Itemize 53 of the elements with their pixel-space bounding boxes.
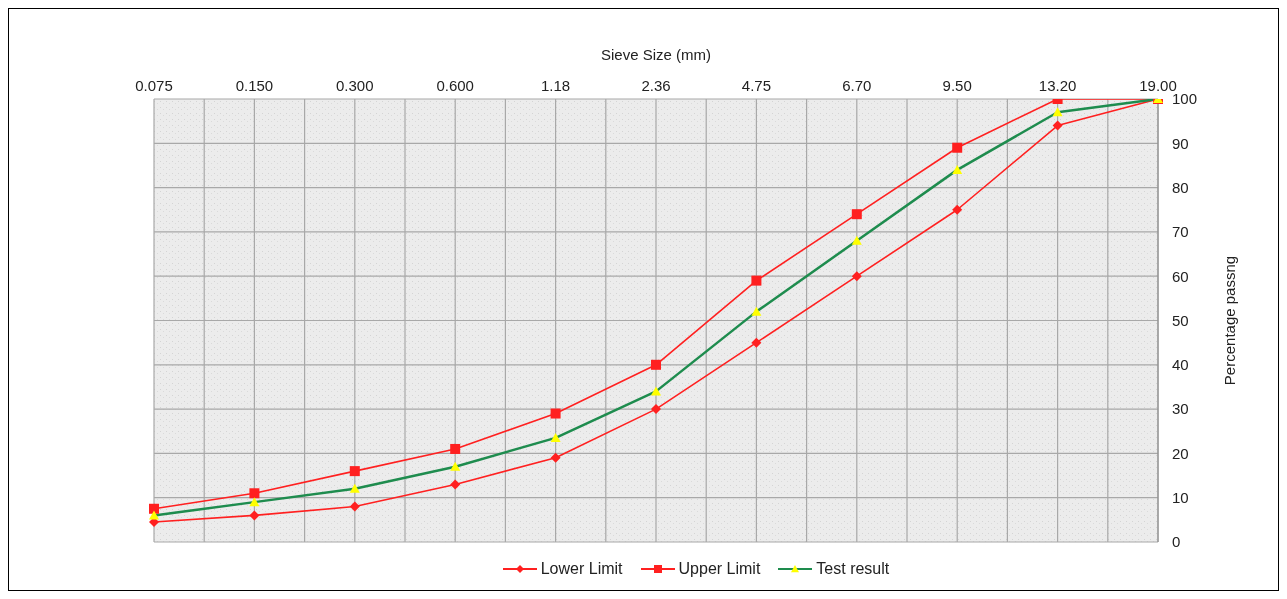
y-tick-label: 0 — [1172, 533, 1181, 551]
x-tick-label: 0.150 — [235, 77, 274, 94]
point — [1052, 120, 1063, 131]
point — [349, 483, 360, 493]
point — [851, 235, 862, 245]
point — [249, 497, 260, 507]
x-tick-label: 0.075 — [135, 77, 173, 94]
x-tick-label: 0.600 — [436, 77, 474, 94]
point — [249, 488, 260, 499]
x-tick-label: 4.75 — [741, 77, 771, 94]
point — [651, 386, 661, 396]
y-tick-label: 30 — [1172, 400, 1189, 418]
legend-label: Lower Limit — [539, 560, 623, 578]
point — [651, 359, 661, 370]
point — [249, 510, 260, 521]
y-tick-label: 60 — [1172, 267, 1189, 285]
point — [349, 501, 360, 512]
point — [851, 271, 862, 282]
point — [550, 452, 561, 463]
point — [450, 443, 461, 454]
x-tick-label: 13.20 — [1038, 77, 1077, 94]
legend-label: Test result — [815, 560, 890, 578]
x-tick-label: 0.300 — [336, 77, 374, 94]
y-tick-label: 90 — [1172, 134, 1189, 152]
y-tick-label: 80 — [1172, 178, 1189, 196]
point — [952, 142, 963, 153]
point — [952, 204, 963, 215]
y-tick-label: 10 — [1172, 489, 1189, 507]
y-tick-label: 40 — [1172, 356, 1189, 374]
point — [450, 479, 461, 490]
y-tick-label: 50 — [1172, 311, 1189, 329]
point — [550, 408, 561, 419]
point — [851, 209, 862, 220]
point — [1052, 107, 1063, 117]
point — [550, 432, 561, 442]
x-tick-label: 6.70 — [842, 77, 872, 94]
point — [651, 404, 661, 415]
point — [349, 466, 360, 477]
point — [450, 461, 461, 471]
point — [149, 503, 159, 514]
point — [751, 275, 762, 286]
y-tick-label: 70 — [1172, 223, 1189, 241]
point — [751, 337, 762, 348]
point — [952, 164, 963, 174]
x-tick-label: 1.18 — [541, 77, 571, 94]
x-tick-label: 2.36 — [641, 77, 671, 94]
y-tick-label: 20 — [1172, 444, 1189, 462]
point — [751, 306, 762, 316]
x-tick-label: 9.50 — [942, 77, 972, 94]
x-axis-title: Sieve Size (mm) — [600, 45, 712, 63]
legend-label: Upper Limit — [677, 560, 761, 578]
y-axis-title: Percentage passng — [1221, 255, 1239, 386]
point — [149, 510, 159, 520]
